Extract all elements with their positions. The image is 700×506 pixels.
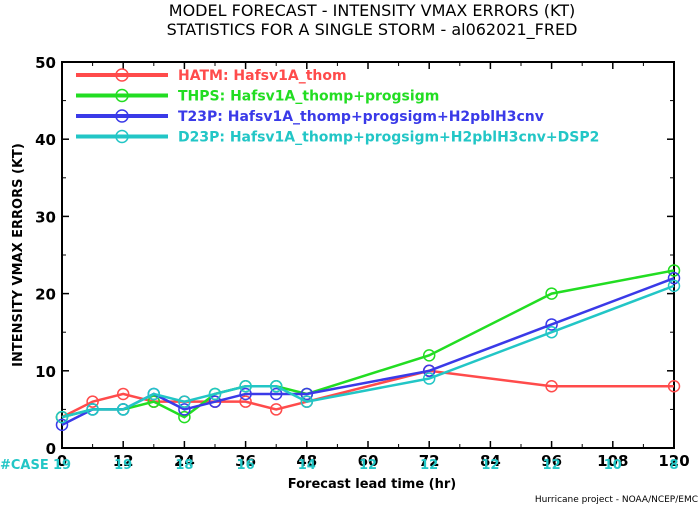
series-3-point	[545, 325, 558, 339]
series-2-point	[178, 403, 191, 416]
y-axis-ticks: 0 10 20 30 40 50	[35, 54, 674, 458]
case-count: 10	[604, 458, 622, 473]
chart-title-line1: MODEL FORECAST - INTENSITY VMAX ERRORS (…	[169, 1, 575, 20]
y-tick-label: 0	[46, 440, 56, 458]
x-tick-label: 108	[597, 452, 628, 470]
series-2-point	[300, 387, 314, 401]
y-tick-label: 30	[35, 208, 56, 226]
series-0-point	[239, 395, 252, 408]
legend-label-3: D23P: Hafsv1A_thomp+progsigm+H2pblH3cnv+…	[178, 130, 599, 146]
x-tick-label: 96	[541, 452, 562, 470]
series-0-point	[116, 387, 130, 401]
x-tick-label: 36	[235, 452, 256, 470]
x-tick-label: 24	[174, 452, 195, 470]
legend-label-2: T23P: Hafsv1A_thomp+progsigm+H2pblH3cnv	[178, 109, 544, 125]
case-count: 12	[359, 458, 377, 473]
series-3-point	[667, 279, 681, 293]
y-tick-label: 20	[35, 286, 56, 304]
series-3-point	[208, 387, 222, 401]
legend-marker-0	[115, 68, 129, 82]
x-tick-label: 60	[358, 452, 379, 470]
series-3-point	[55, 410, 69, 424]
legend-marker-2	[115, 109, 129, 123]
legend-marker-1	[115, 88, 129, 103]
series-2-point	[208, 395, 222, 408]
y-axis-label: INTENSITY VMAX ERRORS (KT)	[11, 143, 26, 367]
case-count: 8	[669, 458, 678, 473]
series-3-point	[147, 387, 161, 401]
series-3-point	[422, 372, 436, 385]
series-2-point	[667, 271, 681, 285]
x-tick-label: 48	[296, 452, 317, 470]
series-2-point	[545, 318, 558, 331]
series-1-point	[178, 410, 191, 424]
x-axis-ticks: 0 12 24 36 48 60 72 84 96 108 120	[57, 62, 690, 470]
x-tick-label: 12	[113, 452, 134, 470]
case-count: 16	[237, 458, 255, 473]
y-tick-label: 10	[35, 363, 56, 381]
series-0-point	[86, 395, 99, 408]
y-tick-label: 40	[35, 131, 56, 149]
case-count: 18	[175, 458, 193, 473]
x-tick-label: 72	[419, 452, 440, 470]
case-count: 12	[420, 458, 438, 473]
credit-text: Hurricane project - NOAA/NCEP/EMC	[535, 495, 698, 505]
case-counts: 19 19 18 16 14 12 12 12 12 10 8	[53, 458, 679, 473]
case-count: 12	[481, 458, 499, 473]
chart-title-line2: STATISTICS FOR A SINGLE STORM - al062021…	[167, 20, 578, 40]
series-3-point	[116, 403, 130, 416]
series-2-point	[269, 387, 283, 401]
series-2-point	[422, 364, 436, 378]
case-count: 19	[114, 458, 132, 473]
case-label: #CASE	[0, 458, 49, 473]
series-1-point	[545, 287, 558, 300]
series-3-point	[178, 395, 191, 408]
series-1-point	[422, 349, 436, 362]
legend: HATM: Hafsv1A_thom THPS: Hafsv1A_thomp+pr…	[76, 68, 599, 146]
x-tick-label: 120	[658, 452, 689, 470]
series-3-point	[269, 379, 283, 393]
series-3-point	[86, 403, 99, 416]
series-0-point	[667, 379, 681, 393]
series-layer	[55, 264, 681, 432]
case-count: 14	[298, 458, 316, 473]
case-count: 12	[543, 458, 561, 473]
legend-label-1: THPS: Hafsv1A_thomp+progsigm	[178, 89, 439, 105]
series-2-point	[239, 387, 252, 401]
x-axis-label: Forecast lead time (hr)	[288, 477, 456, 492]
x-tick-label: 0	[57, 452, 67, 470]
series-0-point	[545, 379, 558, 393]
series-line-3	[61, 284, 675, 419]
series-3-point	[239, 379, 252, 393]
series-1-point	[667, 264, 681, 277]
series-2-point	[55, 418, 69, 432]
y-tick-label: 50	[35, 54, 56, 72]
series-1-point	[147, 395, 161, 408]
x-tick-label: 84	[480, 452, 501, 470]
series-3-point	[300, 395, 314, 408]
series-0-point	[269, 403, 283, 416]
legend-label-0: HATM: Hafsv1A_thom	[178, 68, 347, 84]
legend-marker-3	[115, 129, 129, 144]
case-count: 19	[53, 458, 71, 473]
